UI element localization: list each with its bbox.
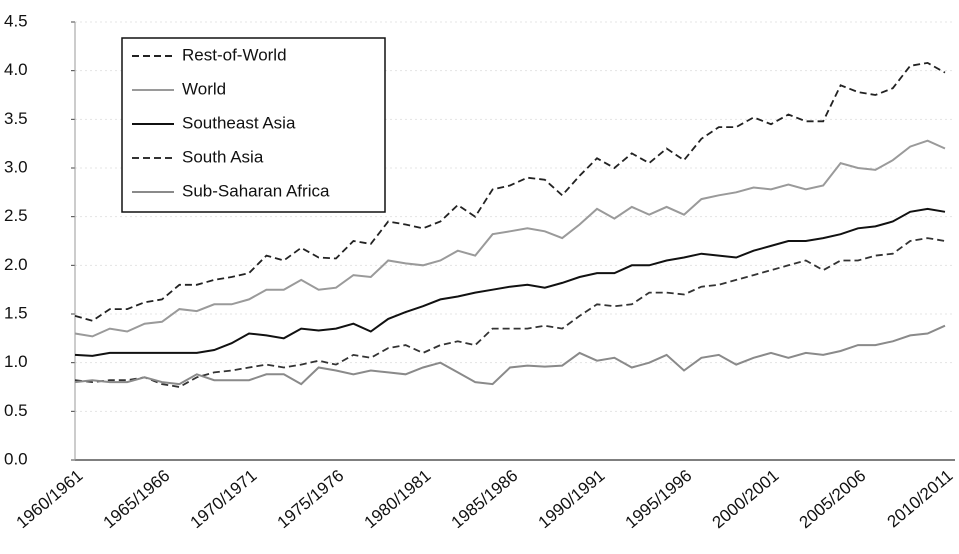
y-tick-label: 3.0 — [4, 157, 28, 176]
series-line — [74, 139, 946, 338]
x-tick-label: 1970/1971 — [187, 466, 261, 532]
x-tick-label: 1985/1986 — [448, 466, 522, 532]
y-tick-label: 1.0 — [4, 352, 28, 371]
y-tick-label: 4.0 — [4, 60, 28, 79]
y-tick-label: 2.5 — [4, 206, 28, 225]
series-line — [74, 237, 946, 388]
x-tick-label: 1960/1961 — [13, 466, 87, 532]
y-tick-label: 4.5 — [4, 11, 28, 30]
series-line — [74, 207, 946, 357]
x-tick-label: 1980/1981 — [361, 466, 435, 532]
series-line — [74, 61, 946, 322]
legend-label: Sub-Saharan Africa — [182, 181, 330, 200]
y-tick-label: 0.5 — [4, 401, 28, 420]
y-tick-label: 2.0 — [4, 255, 28, 274]
x-tick-label: 1965/1966 — [100, 466, 174, 532]
y-tick-label: 3.5 — [4, 109, 28, 128]
x-tick-label: 2000/2001 — [709, 466, 783, 532]
y-tick-label: 0.0 — [4, 449, 28, 468]
legend-label: World — [182, 79, 226, 98]
x-tick-label: 2005/2006 — [796, 466, 870, 532]
legend-label: Southeast Asia — [182, 113, 296, 132]
legend-label: Rest-of-World — [182, 45, 287, 64]
y-tick-label: 1.5 — [4, 303, 28, 322]
x-tick-label: 1975/1976 — [274, 466, 348, 532]
x-tick-label: 1995/1996 — [622, 466, 696, 532]
x-tick-label: 2010/2011 — [884, 466, 957, 531]
series-line — [74, 324, 946, 386]
x-tick-label: 1990/1991 — [535, 466, 609, 532]
legend-label: South Asia — [182, 147, 264, 166]
